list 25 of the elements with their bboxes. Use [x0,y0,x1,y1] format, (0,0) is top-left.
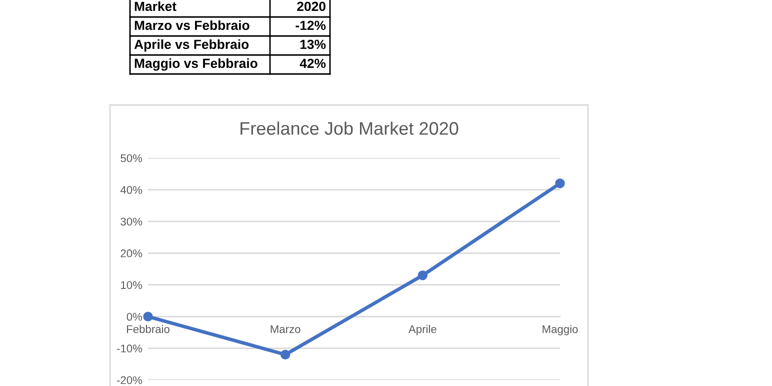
text: -12% [296,20,326,30]
x-tick-label: Febbraio [126,324,170,334]
text: Market [134,1,176,12]
text: 42% [300,58,326,68]
chart-title: Freelance Job Market 2020 [240,122,458,135]
text: Aprile vs Febbraio [134,39,249,52]
y-tick-label: 20% [120,249,142,258]
x-tick-label: Aprile [408,324,436,336]
text: Marzo vs Febbraio [134,20,250,30]
y-tick-label: 10% [121,281,142,289]
y-tick-label: 40% [120,186,142,194]
text: 2020 [297,2,326,12]
point [418,270,428,280]
y-tick-label: -10% [117,344,142,352]
y-tick-label: 50% [120,154,142,162]
x-tick-label: Maggio [542,324,578,336]
y-tick-label: -20% [117,376,142,384]
y-tick-label: 30% [120,218,142,226]
text: Maggio vs Febbraio [134,58,258,71]
point [280,350,290,360]
point [555,178,565,188]
y-tick-label: 0% [126,312,142,321]
text: 13% [300,40,326,50]
x-tick-label: Marzo [270,325,300,334]
point [143,312,153,322]
